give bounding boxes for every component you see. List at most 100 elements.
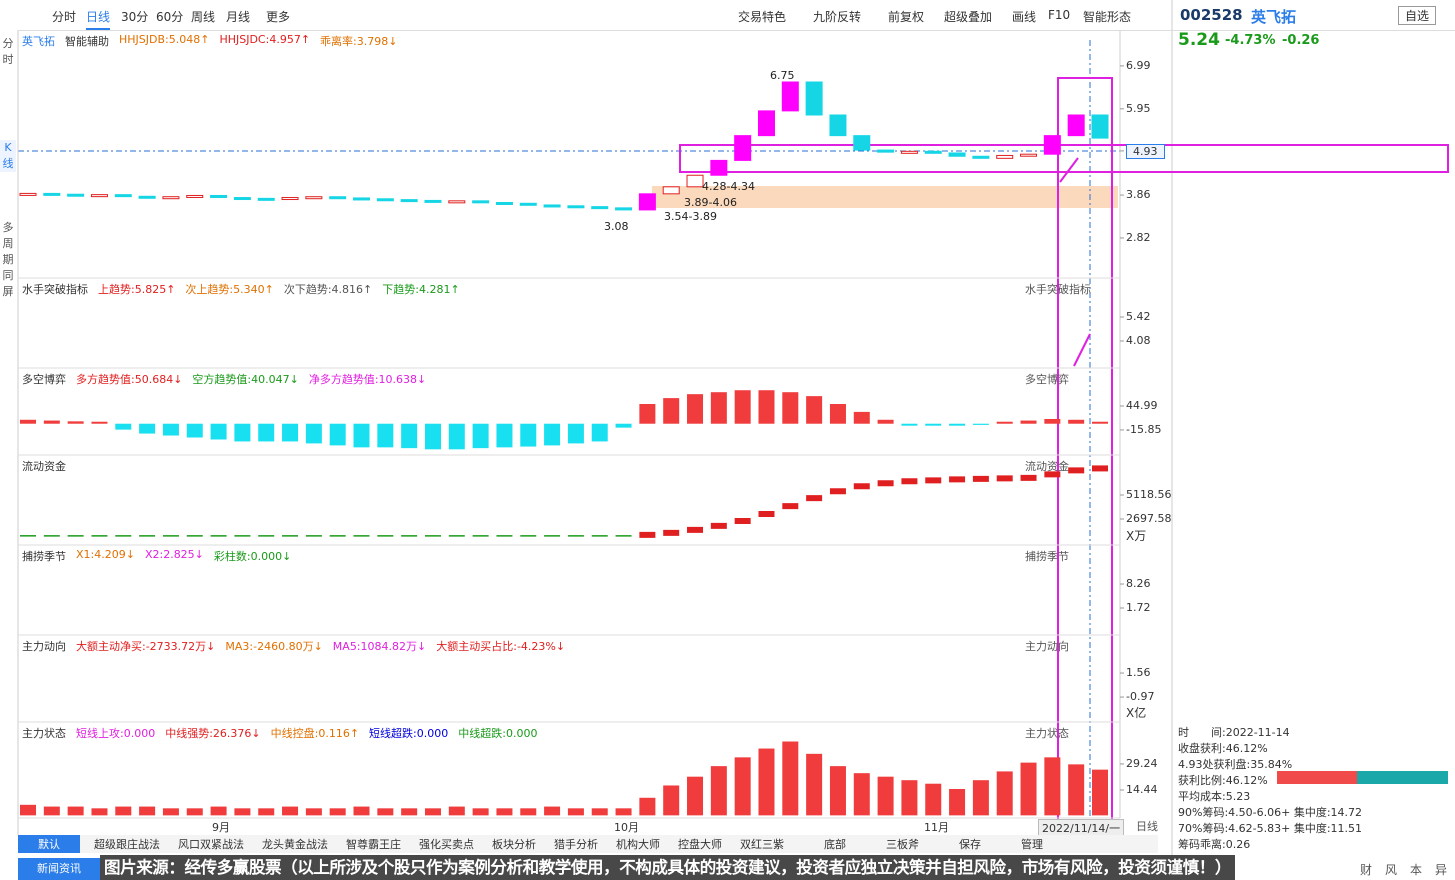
- strategy-tab[interactable]: 三板斧: [886, 838, 919, 851]
- stock-name: 英飞拓: [1251, 8, 1297, 26]
- bar: [996, 771, 1013, 816]
- strategy-tab[interactable]: 管理: [1021, 838, 1043, 851]
- panel-title: 捕捞季节: [22, 550, 66, 563]
- panel-header: 捕捞季节 X1:4.209↓ X2:2.825↓ 彩柱数:0.000↓: [22, 548, 291, 564]
- panel-label: 多空博弈: [1025, 373, 1069, 386]
- bar: [353, 423, 370, 448]
- strategy-tab[interactable]: 默认: [18, 835, 80, 853]
- bar: [829, 404, 846, 424]
- toolbar-item[interactable]: 交易特色: [738, 10, 787, 24]
- bar: [329, 423, 346, 446]
- corner-tab[interactable]: 风: [1385, 863, 1398, 877]
- indicator-value: 大额主动净买:-2733.72万↓: [76, 640, 216, 653]
- side-tab[interactable]: K线: [0, 140, 16, 172]
- price-annotation: 3.08: [604, 220, 629, 233]
- strategy-tab[interactable]: 机构大师: [616, 838, 660, 851]
- chip-info: 获利比例:46.12%: [1178, 774, 1268, 787]
- toolbar-tab[interactable]: 日线: [86, 8, 111, 30]
- toolbar-item[interactable]: 九阶反转: [813, 10, 862, 24]
- indicator-value: 次下趋势:4.816↑: [283, 283, 373, 296]
- candle: [400, 199, 418, 203]
- indicator-value: 上趋势:5.825↑: [98, 283, 176, 296]
- strategy-tab[interactable]: 龙头黄金战法: [262, 838, 328, 851]
- toolbar: [18, 0, 1455, 31]
- toolbar-item[interactable]: 前复权: [888, 10, 925, 24]
- indicator-value: HHJSJDC:4.957↑: [219, 33, 311, 46]
- candle: [233, 197, 251, 201]
- bar: [1044, 757, 1061, 816]
- corner-tab[interactable]: 本: [1410, 863, 1423, 877]
- toolbar-tab[interactable]: 更多: [266, 10, 291, 24]
- candle: [90, 194, 108, 198]
- bar: [758, 390, 775, 424]
- strategy-tab[interactable]: 强化买卖点: [419, 838, 474, 851]
- bar: [663, 398, 680, 424]
- strategy-tab[interactable]: 猎手分析: [554, 838, 598, 851]
- toolbar-tab[interactable]: 30分: [121, 10, 149, 24]
- news-tab[interactable]: 新闻资讯: [18, 858, 100, 880]
- bar: [877, 776, 894, 816]
- strategy-tab[interactable]: 底部: [824, 838, 846, 851]
- panel-title: 流动资金: [22, 460, 66, 473]
- support-band: [652, 186, 1118, 208]
- candle: [757, 110, 775, 137]
- bar: [424, 423, 441, 450]
- y-tick-label: 1.56: [1126, 666, 1151, 680]
- watch-button[interactable]: 自选: [1398, 6, 1437, 25]
- bar: [1068, 419, 1085, 424]
- indicator-value: 彩柱数:0.000↓: [213, 550, 292, 563]
- indicator-value: 大额主动买占比:-4.23%↓: [436, 640, 566, 653]
- bar: [734, 757, 751, 816]
- toolbar-tab[interactable]: 分时: [52, 10, 77, 24]
- bar: [20, 419, 36, 424]
- chip-info: 收盘获利:46.12%: [1178, 742, 1268, 755]
- toolbar-item[interactable]: 画线: [1012, 10, 1037, 24]
- candle: [186, 194, 204, 198]
- bar: [67, 421, 84, 424]
- bar: [305, 423, 322, 444]
- bar: [853, 773, 870, 816]
- toolbar-tab[interactable]: 月线: [226, 10, 251, 24]
- toolbar-item[interactable]: 智能形态: [1083, 10, 1132, 24]
- bar: [567, 808, 584, 816]
- indicator-value: 次上趋势:5.340↑: [185, 283, 274, 296]
- y-tick-label: 2697.58: [1126, 511, 1172, 525]
- candle: [686, 174, 704, 188]
- candle: [424, 199, 442, 203]
- candle: [329, 196, 347, 200]
- strategy-tab[interactable]: 超级跟庄战法: [94, 838, 160, 851]
- strategy-tab[interactable]: 智尊霸王庄: [346, 838, 401, 851]
- bar: [758, 748, 775, 816]
- price-annotation: 6.75: [770, 69, 795, 82]
- strategy-tab[interactable]: 风口双紧战法: [178, 838, 244, 851]
- panel-header: 主力状态 短线上攻:0.000 中线强势:26.376↓ 中线控盘:0.116↑ 短线超…: [22, 725, 537, 741]
- unit-label: X亿: [1126, 706, 1147, 720]
- side-tab[interactable]: 多周期同屏: [2, 221, 14, 298]
- candle: [519, 202, 537, 206]
- corner-tab[interactable]: 异: [1435, 863, 1448, 877]
- y-tick-label: 5.42: [1126, 310, 1151, 323]
- strategy-tab[interactable]: 控盘大师: [678, 838, 722, 851]
- chip-info: 平均成本:5.23: [1178, 790, 1251, 803]
- panel-label: 捕捞季节: [1025, 550, 1069, 563]
- toolbar-tab[interactable]: 周线: [191, 10, 216, 24]
- toolbar-tab[interactable]: 60分: [156, 10, 184, 24]
- candle: [734, 135, 752, 161]
- corner-tab[interactable]: 财: [1360, 863, 1373, 877]
- side-tab[interactable]: 分时: [2, 37, 14, 66]
- indicator-value: 乖离率:3.798↓: [320, 35, 398, 48]
- strategy-tab[interactable]: 保存: [959, 838, 981, 851]
- toolbar-item[interactable]: F10: [1048, 8, 1071, 22]
- strategy-tab[interactable]: 板块分析: [492, 838, 536, 851]
- strategy-tab[interactable]: 双红三紫: [740, 838, 784, 851]
- bar: [877, 419, 894, 424]
- bar: [115, 423, 132, 430]
- toolbar-item[interactable]: 超级叠加: [944, 10, 993, 24]
- stock-change-pct: -4.73%: [1225, 33, 1276, 48]
- candle: [495, 201, 513, 205]
- indicator-value: MA3:-2460.80万↓: [225, 640, 323, 653]
- bar: [520, 808, 537, 816]
- candle: [615, 207, 633, 211]
- candle: [900, 150, 918, 154]
- bar: [544, 806, 561, 816]
